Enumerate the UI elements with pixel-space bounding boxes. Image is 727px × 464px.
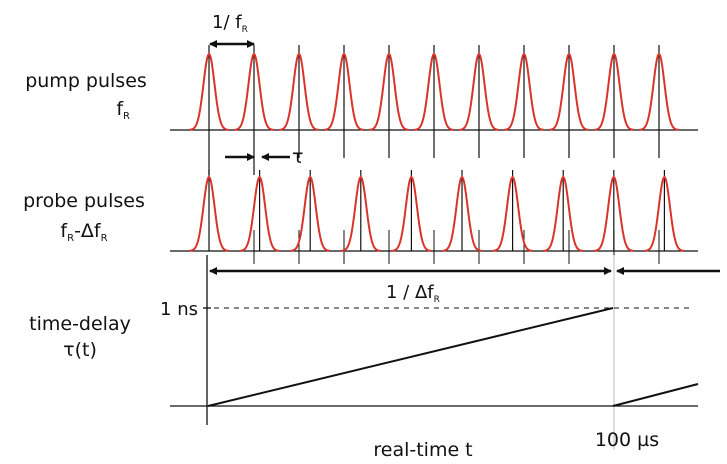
probe-pulse — [391, 175, 432, 252]
pump-label: pump pulses — [25, 70, 147, 92]
pump-pulse — [323, 52, 365, 131]
pump-pulse — [413, 52, 455, 131]
delta-period-label: 1 / ΔfR — [386, 282, 440, 305]
probe-pulse — [239, 175, 280, 252]
probe-pulse — [441, 175, 483, 252]
pump-pulse — [368, 52, 410, 131]
probe-frequency: fR-ΔfR — [60, 220, 107, 244]
tau-label: τ — [292, 146, 303, 168]
pump-pulse — [188, 52, 230, 131]
probe-pulse — [644, 175, 685, 252]
probe-pulse — [543, 175, 584, 252]
probe-label: probe pulses — [23, 190, 145, 212]
pump-pulse — [548, 52, 590, 131]
pump-pulse — [638, 52, 680, 131]
pump-frequency: fR — [116, 98, 130, 122]
delay-ramp-1 — [207, 307, 614, 407]
period-label: 1/ fR — [212, 12, 248, 35]
max-delay-label: 1 ns — [160, 299, 198, 320]
probe-pulse-train — [170, 170, 698, 264]
probe-pulse — [290, 175, 331, 252]
x-axis-label: real-time t — [373, 439, 472, 461]
probe-pulse — [593, 175, 634, 252]
pump-pulse-train — [170, 45, 698, 175]
probe-pulse — [340, 175, 381, 252]
delay-symbol: τ(t) — [63, 339, 97, 361]
pump-pulse — [278, 52, 320, 131]
pump-pulse — [458, 52, 500, 131]
delay-label: time-delay — [29, 313, 131, 335]
pump-pulse — [233, 52, 275, 131]
probe-pulse — [492, 175, 533, 252]
pump-pulse — [503, 52, 545, 131]
delay-ramp-2 — [612, 383, 699, 407]
pump-pulse — [593, 52, 635, 131]
x-tick-label: 100 µs — [595, 429, 659, 451]
probe-pulse — [188, 175, 230, 252]
